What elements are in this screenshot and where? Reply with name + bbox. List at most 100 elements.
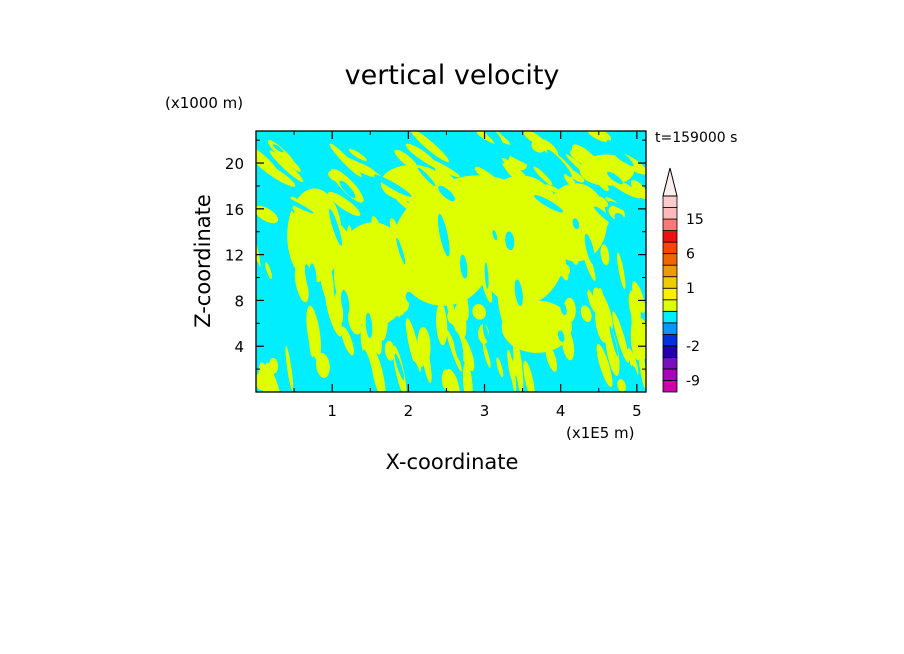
field-negative-streak bbox=[482, 324, 490, 343]
field-positive-streak bbox=[409, 131, 449, 163]
field-negative-streak bbox=[362, 362, 374, 392]
field-positive-streak bbox=[285, 346, 294, 392]
x-axis-label: X-coordinate bbox=[386, 450, 519, 474]
colorbar-segment bbox=[662, 218, 678, 231]
colorbar-segment bbox=[662, 368, 678, 381]
colorbar-segment bbox=[662, 276, 678, 289]
field-positive-streak bbox=[482, 342, 491, 368]
field-negative-streak bbox=[492, 131, 512, 143]
field-negative-streak bbox=[329, 208, 343, 246]
colorbar-segment bbox=[662, 380, 678, 393]
field-positive-streak bbox=[269, 150, 304, 183]
field-positive-streak bbox=[496, 357, 504, 378]
colorbar-extension bbox=[662, 167, 678, 197]
field-positive-streak bbox=[607, 176, 642, 199]
field-positive-streak bbox=[617, 252, 626, 290]
field-positive-streak bbox=[556, 190, 579, 212]
field-positive-streak bbox=[500, 158, 537, 195]
field-positive-streak bbox=[369, 316, 382, 355]
field-positive-streak bbox=[637, 340, 646, 389]
field-positive-streak bbox=[640, 318, 646, 343]
field-positive-streak bbox=[565, 154, 601, 186]
field-positive-streak bbox=[385, 239, 396, 273]
field-negative-streak bbox=[574, 131, 610, 153]
field-positive-streak bbox=[256, 205, 278, 224]
field-negative-streak bbox=[534, 195, 564, 213]
field-positive-streak bbox=[407, 197, 448, 225]
field-negative-streak bbox=[546, 149, 572, 178]
chart-title: vertical velocity bbox=[345, 60, 560, 91]
field-negative-streak bbox=[573, 357, 580, 383]
field-positive-streak bbox=[472, 304, 486, 320]
field-positive-streak bbox=[617, 379, 626, 392]
field-positive-streak bbox=[366, 259, 377, 311]
field-negative-streak bbox=[397, 321, 407, 351]
field-positive-streak bbox=[265, 362, 274, 378]
field-positive-streak bbox=[497, 293, 510, 338]
field-positive-streak bbox=[631, 314, 646, 360]
field-negative-streak bbox=[437, 213, 450, 257]
field-positive-streak bbox=[525, 293, 536, 323]
time-label: t=159000 s bbox=[655, 130, 737, 146]
field-positive-streak bbox=[402, 214, 423, 266]
field-negative-streak bbox=[460, 254, 468, 279]
colorbar-label: -9 bbox=[686, 373, 700, 389]
field-negative-streak bbox=[438, 185, 455, 202]
field-positive-streak bbox=[523, 360, 535, 392]
field-positive-streak bbox=[519, 214, 532, 257]
velocity-field bbox=[256, 131, 646, 392]
field-positive-streak bbox=[595, 176, 609, 192]
field-positive-streak bbox=[454, 202, 482, 225]
field-positive-streak bbox=[333, 242, 343, 296]
y-tick-label: 12 bbox=[225, 247, 244, 265]
colorbar-label: -2 bbox=[686, 339, 700, 355]
field-positive-streak bbox=[445, 291, 457, 327]
field-negative-streak bbox=[451, 324, 459, 347]
field-positive-streak bbox=[457, 333, 475, 372]
field-negative-streak bbox=[290, 148, 307, 162]
field-positive-streak bbox=[405, 143, 436, 165]
field-positive-streak bbox=[530, 209, 546, 225]
field-positive-streak bbox=[630, 180, 646, 200]
field-negative-streak bbox=[417, 167, 436, 187]
field-negative-streak bbox=[594, 206, 615, 224]
field-positive-streak bbox=[600, 244, 610, 266]
x-tick-label: 1 bbox=[327, 402, 337, 420]
field-negative-streak bbox=[608, 200, 628, 211]
field-negative-streak bbox=[365, 312, 373, 339]
field-positive-streak bbox=[319, 255, 334, 303]
field-positive-streak bbox=[327, 191, 361, 217]
field-positive-streak bbox=[632, 281, 646, 313]
field-positive-streak bbox=[391, 192, 426, 222]
field-negative-streak bbox=[584, 233, 596, 266]
field-positive-streak bbox=[571, 144, 602, 174]
x-tick-label: 2 bbox=[404, 402, 414, 420]
field-positive-streak bbox=[294, 253, 304, 283]
field-negative-streak bbox=[258, 266, 269, 305]
x-unit-label: (x1E5 m) bbox=[566, 424, 635, 442]
field-positive-streak bbox=[545, 344, 558, 372]
field-positive-streak bbox=[306, 305, 322, 361]
field-negative-streak bbox=[272, 144, 284, 153]
colorbar-segment bbox=[662, 333, 678, 347]
field-positive-streak bbox=[384, 340, 395, 361]
field-negative-streak bbox=[483, 141, 504, 164]
field-positive-streak bbox=[592, 287, 613, 332]
field-positive-streak bbox=[561, 328, 575, 361]
x-tick-label: 4 bbox=[556, 402, 566, 420]
field-negative-streak bbox=[334, 376, 342, 392]
colorbar-label: 6 bbox=[686, 247, 695, 263]
field-negative-streak bbox=[369, 134, 395, 152]
field-positive-streak bbox=[265, 262, 272, 279]
field-negative-streak bbox=[542, 153, 569, 176]
field-positive-streak bbox=[507, 349, 517, 392]
field-positive-streak bbox=[496, 196, 527, 225]
field-positive-streak bbox=[594, 195, 609, 208]
field-negative-streak bbox=[614, 212, 625, 223]
field-negative-streak bbox=[411, 361, 423, 392]
colorbar-segment bbox=[662, 230, 678, 243]
field-positive-streak bbox=[348, 309, 362, 335]
field-negative-streak bbox=[274, 193, 314, 214]
field-positive-streak bbox=[580, 305, 592, 322]
